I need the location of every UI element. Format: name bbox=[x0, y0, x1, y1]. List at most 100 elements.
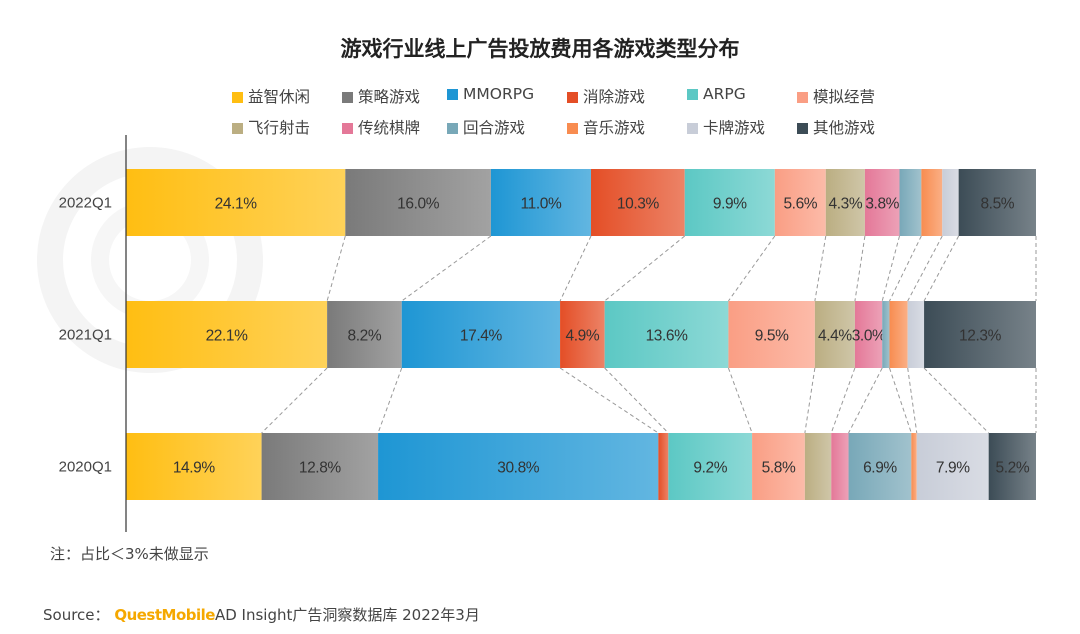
bar-segment bbox=[916, 433, 989, 500]
connector-line bbox=[401, 235, 492, 302]
data-label: 7.9% bbox=[936, 460, 970, 477]
connector-line bbox=[604, 235, 686, 302]
connector-line bbox=[814, 235, 827, 302]
legend-label: 策略游戏 bbox=[358, 88, 421, 106]
data-label: 5.8% bbox=[762, 460, 796, 477]
connector-line bbox=[907, 235, 943, 302]
data-label: 9.2% bbox=[693, 460, 727, 477]
legend-swatch bbox=[567, 92, 578, 103]
legend-label: 其他游戏 bbox=[813, 119, 876, 137]
legend-swatch bbox=[687, 89, 698, 100]
connector-line bbox=[326, 235, 346, 302]
legend-swatch bbox=[342, 92, 353, 103]
bar-segment bbox=[899, 169, 922, 236]
bar-segment bbox=[658, 433, 669, 500]
connector-line bbox=[854, 235, 866, 302]
bar-segment bbox=[126, 169, 346, 236]
data-label: 16.0% bbox=[397, 196, 440, 213]
bar-segment bbox=[401, 301, 561, 368]
bar-segment bbox=[942, 169, 959, 236]
bar-segment bbox=[126, 301, 328, 368]
connector-line bbox=[261, 367, 328, 434]
bar-segment bbox=[490, 169, 592, 236]
legend-item: 模拟经营 bbox=[797, 85, 875, 107]
bar-segment bbox=[882, 301, 890, 368]
bar-segment bbox=[684, 169, 775, 236]
legend-swatch bbox=[797, 123, 808, 134]
bar-segment bbox=[924, 301, 1036, 368]
legend-swatch bbox=[567, 123, 578, 134]
legend-swatch bbox=[232, 92, 243, 103]
connector-line bbox=[848, 367, 883, 434]
bar-segment bbox=[261, 433, 379, 500]
connector-line bbox=[804, 367, 816, 434]
bar-segment bbox=[327, 301, 402, 368]
data-label: 17.4% bbox=[460, 328, 503, 345]
bar-segment bbox=[864, 169, 900, 236]
legend-item: 回合游戏 bbox=[447, 116, 525, 138]
data-label: 11.0% bbox=[521, 196, 562, 213]
data-label: 4.9% bbox=[565, 328, 599, 345]
legend-label: MMORPG bbox=[463, 85, 535, 103]
data-label: 4.3% bbox=[828, 196, 862, 213]
legend-item: 其他游戏 bbox=[797, 116, 875, 138]
bar-segment bbox=[814, 301, 855, 368]
data-label: 13.6% bbox=[646, 328, 689, 345]
legend-swatch bbox=[687, 123, 698, 134]
source-label: Source： bbox=[43, 606, 110, 624]
data-label: 9.5% bbox=[755, 328, 789, 345]
bar-segment bbox=[728, 301, 815, 368]
connector-line bbox=[728, 235, 776, 302]
legend-label: 回合游戏 bbox=[463, 119, 526, 137]
legend-label: 消除游戏 bbox=[583, 88, 646, 106]
data-label: 14.9% bbox=[173, 460, 216, 477]
bar-segment bbox=[378, 433, 659, 500]
legend-label: 益智休闲 bbox=[248, 88, 311, 106]
legend-swatch bbox=[797, 92, 808, 103]
connector-line bbox=[881, 235, 900, 302]
bar-segment bbox=[591, 169, 685, 236]
data-label: 30.8% bbox=[497, 460, 540, 477]
legend-item: 飞行射击 bbox=[232, 116, 310, 138]
data-label: 5.6% bbox=[783, 196, 817, 213]
data-label: 10.3% bbox=[617, 196, 660, 213]
legend-label: 模拟经营 bbox=[813, 88, 876, 106]
bar-segment bbox=[560, 301, 605, 368]
data-label: 8.2% bbox=[348, 328, 382, 345]
connector-line bbox=[923, 367, 990, 434]
legend-item: 音乐游戏 bbox=[567, 116, 645, 138]
bar-segment bbox=[752, 433, 805, 500]
chart-title: 游戏行业线上广告投放费用各游戏类型分布 bbox=[340, 37, 740, 61]
data-label: 3.8% bbox=[865, 196, 899, 213]
legend-item: 消除游戏 bbox=[567, 85, 645, 107]
bar-segment bbox=[831, 433, 849, 500]
source-text: AD Insight广告洞察数据库 2022年3月 bbox=[214, 606, 480, 624]
legend-label: 卡牌游戏 bbox=[703, 119, 766, 137]
footnote: 注：占比＜3%未做显示 bbox=[50, 545, 209, 563]
legend-swatch bbox=[447, 123, 458, 134]
bar-segment bbox=[889, 301, 908, 368]
connector-line bbox=[727, 367, 753, 434]
source-brand: QuestMobile bbox=[114, 606, 215, 624]
bar-segment bbox=[774, 169, 826, 236]
connector-line bbox=[907, 367, 918, 434]
connector-line bbox=[377, 367, 403, 434]
bar-segment bbox=[988, 433, 1036, 500]
legend-item: 策略游戏 bbox=[342, 85, 420, 107]
bar-segment bbox=[911, 433, 917, 500]
bar-segment bbox=[958, 169, 1036, 236]
legend-label: 音乐游戏 bbox=[583, 119, 646, 137]
bar-segment bbox=[345, 169, 491, 236]
data-label: 8.5% bbox=[980, 196, 1014, 213]
connector-line bbox=[830, 367, 856, 434]
bar-segment bbox=[126, 433, 262, 500]
connector-line bbox=[559, 235, 592, 302]
legend-item: 传统棋牌 bbox=[342, 116, 420, 138]
bar-segment bbox=[825, 169, 865, 236]
connector-line bbox=[889, 367, 912, 434]
source-line: Source： QuestMobileAD Insight广告洞察数据库 202… bbox=[43, 604, 480, 625]
connector-line bbox=[604, 367, 669, 434]
data-label: 12.8% bbox=[299, 460, 342, 477]
bar-segment bbox=[668, 433, 753, 500]
